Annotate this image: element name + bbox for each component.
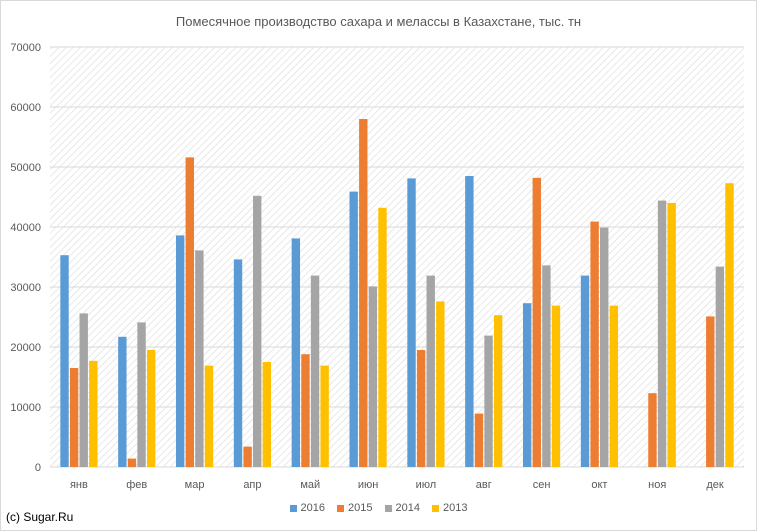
bar-2013-мар (204, 365, 214, 467)
bar-2014-сен (542, 265, 551, 467)
bar-2014-июн (368, 286, 378, 467)
bar-2016-фев (118, 336, 127, 467)
y-tick-label: 0 (35, 462, 41, 474)
x-tick-label: окт (591, 479, 607, 491)
bar-2014-авг (484, 335, 493, 467)
bar-2014-фев (137, 322, 146, 467)
bar-2013-июн (378, 207, 387, 468)
y-tick-label: 70000 (10, 42, 41, 54)
bar-2013-июл (436, 301, 445, 467)
bar-2016-окт (580, 275, 590, 467)
bar-2015-июн (359, 119, 368, 467)
bar-2014-июл (426, 275, 435, 467)
legend-label: 2015 (348, 502, 373, 515)
gridlines (50, 46, 744, 468)
x-tick-label: дек (706, 479, 724, 491)
bar-2016-авг (465, 176, 474, 467)
bar-2014-май (310, 275, 320, 467)
legend-label: 2014 (395, 502, 420, 515)
bar-2015-апр (243, 446, 252, 467)
bar-2014-мар (195, 250, 204, 467)
legend-swatch (289, 504, 297, 512)
bar-2013-ноя (667, 203, 676, 467)
bar-2013-фев (146, 350, 156, 467)
y-tick-label: 30000 (10, 282, 41, 294)
legend-item-2015: 2015 (337, 502, 373, 515)
bar-2013-май (320, 365, 329, 467)
bar-2016-май (291, 238, 301, 467)
x-tick-label: июн (358, 479, 378, 491)
x-tick-label: ноя (648, 479, 666, 491)
bar-2015-янв (69, 368, 79, 467)
bar-2015-авг (474, 413, 484, 467)
legend-swatch (431, 504, 439, 512)
y-tick-label: 20000 (10, 342, 41, 354)
bar-2013-апр (262, 362, 272, 467)
chart-title: Помесячное производство сахара и мелассы… (175, 14, 582, 29)
bar-2016-сен (522, 303, 532, 467)
legend-item-2016: 2016 (289, 502, 326, 515)
bar-2014-окт (600, 227, 609, 467)
y-tick-label: 60000 (10, 102, 41, 114)
bar-2016-янв (60, 255, 69, 467)
bar-2014-дек (715, 266, 725, 467)
bar-2014-янв (79, 313, 88, 467)
x-tick-label: авг (476, 479, 492, 491)
x-tick-label: фев (126, 479, 147, 491)
x-tick-label: май (300, 479, 320, 491)
legend: 2016 2015 2014 2013 (0, 502, 757, 514)
bar-2015-май (301, 354, 310, 467)
bar-2015-сен (532, 177, 541, 468)
bar-2016-апр (233, 259, 243, 467)
bar-2015-окт (590, 221, 599, 467)
plot-area (50, 47, 744, 467)
bars (60, 119, 734, 468)
bar-2014-ноя (657, 200, 667, 467)
x-tick-label: апр (243, 479, 261, 491)
bar-2013-окт (609, 305, 619, 467)
bar-2015-ноя (648, 393, 657, 467)
bar-2013-сен (551, 305, 561, 467)
legend-item-2013: 2013 (431, 502, 468, 515)
x-tick-label: янв (70, 479, 88, 491)
bar-2013-дек (725, 183, 734, 467)
bar-2016-июн (349, 191, 358, 467)
legend-item-2014: 2014 (384, 502, 420, 515)
y-axis-ticks: 0 10000 20000 30000 40000 50000 60000 70000 (10, 42, 41, 474)
bar-2015-фев (127, 458, 137, 467)
bar-2015-дек (706, 316, 715, 467)
y-tick-label: 50000 (10, 162, 41, 174)
bar-2014-апр (253, 195, 262, 468)
x-tick-label: мар (185, 479, 205, 491)
x-tick-label: июл (416, 479, 437, 491)
bar-2013-янв (89, 360, 98, 467)
legend-label: 2013 (442, 502, 468, 515)
x-tick-label: сен (533, 479, 551, 491)
legend-swatch (384, 504, 392, 512)
y-tick-label: 10000 (10, 402, 41, 414)
x-axis-ticks: янв фев мар апр май июн июл авг сен окт ноя дек (70, 479, 724, 491)
bar-2016-мар (175, 235, 185, 467)
bar-2015-мар (185, 157, 194, 467)
credit-text: (c) Sugar.Ru (6, 510, 74, 524)
legend-swatch (337, 504, 345, 512)
legend-label: 2016 (300, 502, 326, 515)
bar-2016-июл (407, 178, 416, 467)
bar-2015-июл (416, 350, 426, 467)
y-tick-label: 40000 (10, 222, 41, 234)
bar-2013-авг (493, 315, 503, 467)
